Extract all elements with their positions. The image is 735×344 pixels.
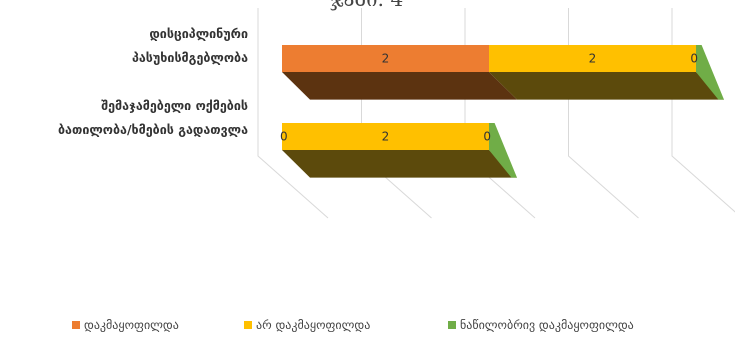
value-labels: 2 2 0 0 2 0 [280, 52, 698, 144]
data-label: 2 [382, 52, 390, 66]
legend-entry: არ დაკმაყოფილდა [256, 318, 370, 332]
bars [282, 45, 724, 178]
data-label: 0 [690, 52, 698, 66]
bar [489, 45, 696, 72]
category-label: დისციპლინური [149, 26, 248, 41]
bar-shadows [282, 72, 724, 178]
gridline [464, 8, 536, 219]
legend-swatch [72, 321, 80, 329]
gridlines [257, 8, 735, 219]
legend-entry: ნაწილობრივ დაკმაყოფილდა [460, 318, 634, 332]
category-label: პასუხისმგებლობა [132, 50, 248, 65]
gridline [568, 8, 639, 219]
bar [282, 123, 489, 150]
bar-end-cap [489, 123, 517, 178]
data-label: 2 [382, 130, 390, 144]
bar-shadow [282, 150, 517, 178]
bar-shadow [282, 72, 517, 100]
data-label: 0 [483, 130, 491, 144]
category-labels: დისციპლინური პასუხისმგებლობა შემაჯამებელი … [58, 26, 248, 137]
legend: დაკმაყოფილდა არ დაკმაყოფილდა ნაწილობრივ და… [72, 318, 634, 332]
gridline [361, 8, 432, 219]
legend-entry: დაკმაყოფილდა [84, 318, 179, 332]
gridline [257, 8, 329, 219]
data-label: 2 [589, 52, 597, 66]
bar-shadow [489, 72, 724, 100]
bar [282, 45, 489, 72]
legend-swatch [448, 321, 456, 329]
category-label: შემაჯამებელი ოქმების [101, 98, 248, 113]
chart-title: ჯამი: 4 [330, 0, 403, 11]
category-label: ბათილობა/ხმების გადათვლა [58, 122, 248, 137]
gridline [671, 8, 735, 213]
bar-end-cap [696, 45, 724, 100]
data-label: 0 [280, 130, 288, 144]
legend-swatch [244, 321, 252, 329]
